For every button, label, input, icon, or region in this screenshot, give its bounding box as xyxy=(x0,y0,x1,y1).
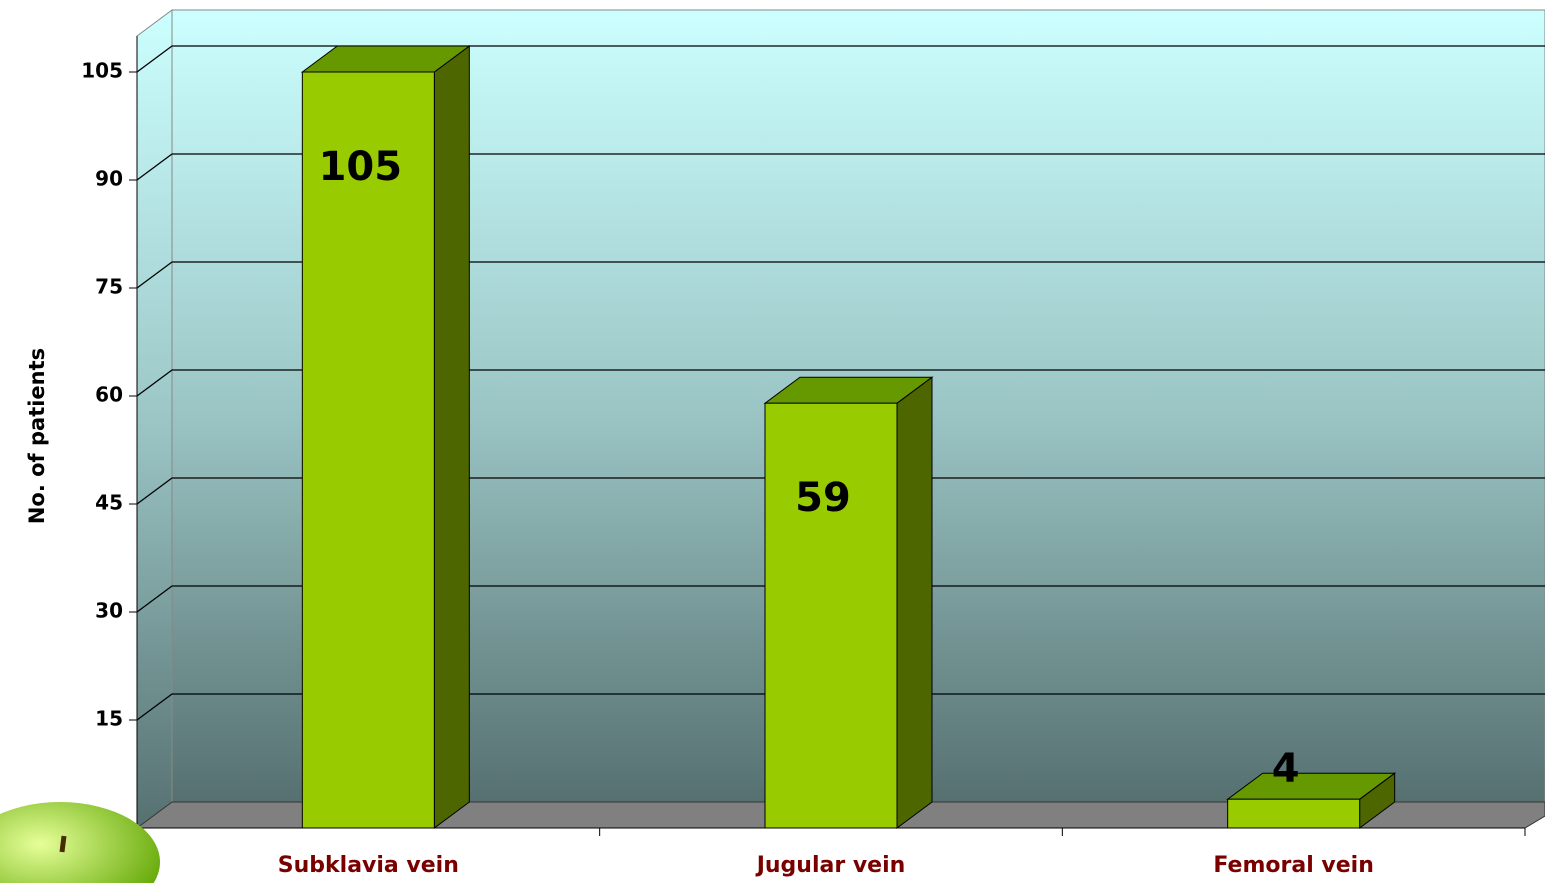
bar xyxy=(764,402,898,829)
grid-line xyxy=(136,585,1545,613)
marks: Subklavia vein 105 Jugular vein 59 Femoral v… xyxy=(278,45,1397,878)
y-tick-label: 75 xyxy=(95,275,123,299)
grid-line xyxy=(136,153,1545,181)
value-label: 4 xyxy=(1272,746,1300,792)
bar xyxy=(1227,798,1361,829)
value-label: 105 xyxy=(319,144,403,190)
value-label: 59 xyxy=(795,475,851,521)
bar-side xyxy=(896,376,933,829)
bar xyxy=(301,71,435,829)
left-wall xyxy=(136,9,173,829)
grid-line xyxy=(136,477,1545,505)
y-tick-label: 60 xyxy=(95,383,123,407)
y-tick-label: 15 xyxy=(95,707,123,731)
grid-line xyxy=(136,693,1545,721)
y-axis-label: No. of patients xyxy=(25,348,49,524)
y-tick-label: 90 xyxy=(95,167,123,191)
y-tick-label: 105 xyxy=(81,59,123,83)
bar-side xyxy=(433,45,470,829)
y-tick-label: 30 xyxy=(95,599,123,623)
grid-line xyxy=(136,45,1545,73)
y-tick-label: 45 xyxy=(95,491,123,515)
apple-decoration xyxy=(0,802,160,883)
grid-line xyxy=(136,261,1545,289)
x-tick-label: Subklavia vein xyxy=(278,853,459,878)
x-tick-label: Femoral vein xyxy=(1213,853,1373,878)
x-tick-label: Jugular vein xyxy=(755,853,906,878)
grid-line xyxy=(136,369,1545,397)
